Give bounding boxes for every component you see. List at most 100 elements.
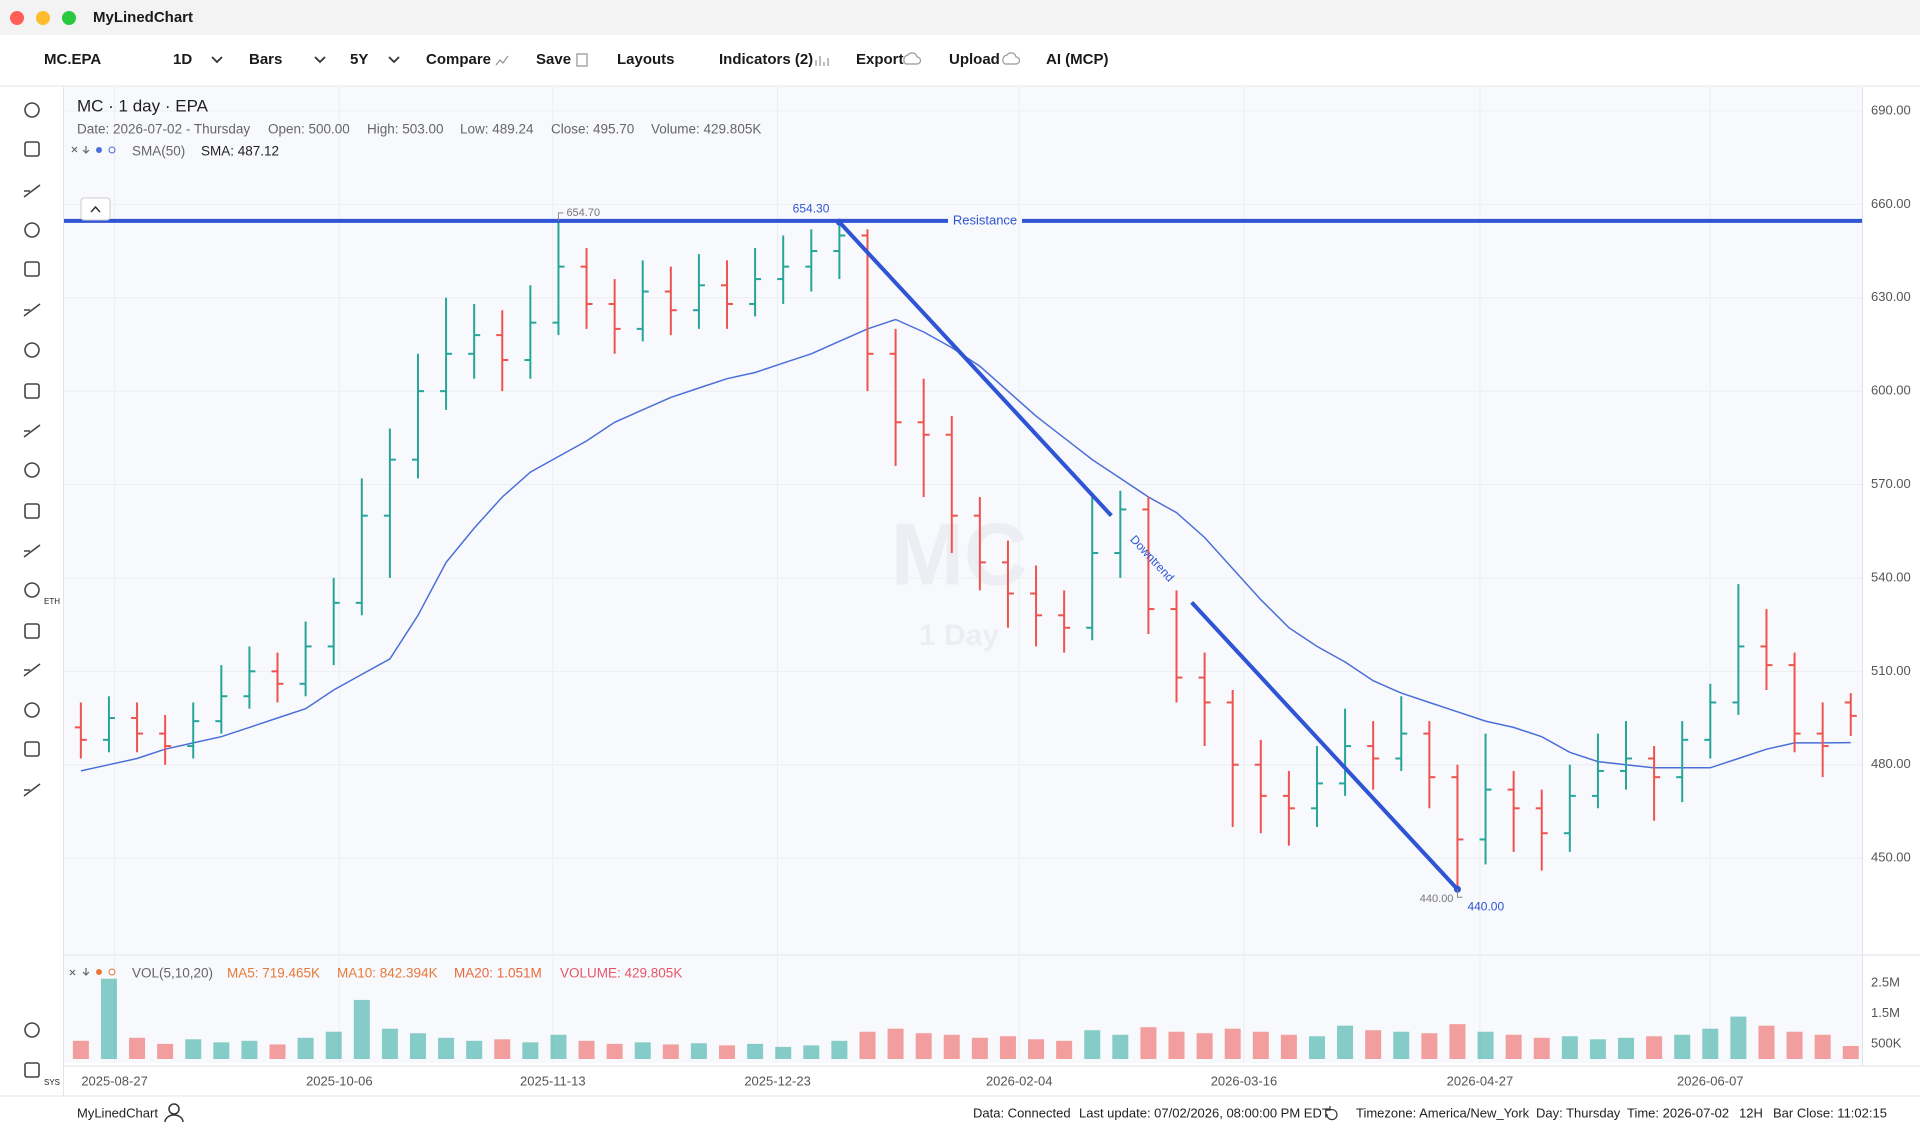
volume-bar [325,1031,342,1059]
tool-glyph [24,383,40,399]
legend-close-icon[interactable] [69,969,76,976]
tool-icon[interactable] [23,303,41,317]
volume-bar [971,1037,988,1059]
tool-icon[interactable] [24,702,40,718]
volume-bar [241,1040,258,1059]
user-icon-body [164,1114,184,1123]
legend-down-icon[interactable] [82,968,90,976]
tool-icon[interactable] [24,462,40,478]
volume-bar [1842,1045,1859,1059]
sidebar [0,87,63,1096]
ai-button[interactable]: AI (MCP) [1046,51,1109,68]
ohlc-legend-item: Low: 489.24 [460,122,534,137]
save-button[interactable]: Save [536,51,571,68]
tool-glyph [24,741,40,757]
compare-button[interactable]: Compare [426,51,491,68]
tool-icon[interactable] [24,582,40,598]
downtrend-end-label: 440.00 [1467,899,1504,913]
tool-glyph [24,462,40,478]
y-tick-label: 510.00 [1871,663,1911,678]
low-marker [1456,889,1463,898]
status-items: Data: Connected Last update: 07/02/2026, … [973,1105,1887,1120]
minimize-button[interactable] [36,11,50,25]
tool-icon[interactable] [24,342,40,358]
tool-icon[interactable] [24,623,40,639]
legend-dot [96,969,102,975]
style-dropdown[interactable] [314,56,326,64]
volume-bar [915,1033,932,1059]
tool-icon[interactable] [24,1022,40,1038]
volume-legend-item: MA5: 719.465K [227,966,320,981]
volume-legend-item: VOLUME: 429.805K [560,966,682,981]
tool-icon[interactable] [23,783,41,797]
volume-bar [662,1044,679,1059]
volume-bar [1393,1031,1410,1059]
indicator-name: SMA(50) [132,144,185,159]
volume-bar [1056,1040,1073,1059]
status-item: Timezone: America/New_York [1356,1105,1530,1120]
title-bar [0,0,1920,35]
x-tick-label: 2025-10-06 [306,1073,373,1088]
legend-down-icon[interactable] [82,146,90,154]
collapse-button[interactable] [80,197,111,221]
save-icon [576,53,588,67]
ohlc-legend-item: Volume: 429.805K [651,122,761,137]
volume-bar [1028,1039,1045,1059]
zoom-button[interactable] [62,11,76,25]
high-marker [557,212,564,221]
volume-bar [1168,1031,1185,1059]
ohlc-legend-item: High: 503.00 [367,122,444,137]
volume-bar [1337,1025,1354,1059]
tool-icon[interactable] [23,424,41,438]
volume-bar [1252,1031,1269,1059]
tool-glyph [24,1022,40,1038]
symbol[interactable]: MC.EPA [44,51,101,68]
status-bar [0,1096,1920,1132]
volume-bar [887,1028,904,1059]
ohlc-legend-item: Close: 495.70 [551,122,634,137]
tool-icon[interactable] [24,383,40,399]
tool-icon[interactable] [24,261,40,277]
legend-settings-icon[interactable] [108,146,116,154]
x-tick-label: 2026-06-07 [1677,1073,1744,1088]
volume-bar [1140,1027,1157,1059]
volume-legend-item: MA20: 1.051M [454,966,542,981]
tool-icon[interactable] [23,544,41,558]
tool-icon[interactable] [23,184,41,198]
tool-glyph [24,1062,40,1078]
indicators-button[interactable]: Indicators (2) [719,51,813,68]
range-dropdown[interactable] [388,56,400,64]
refresh-icon[interactable] [1326,1106,1338,1121]
volume-legend-item: MA10: 842.394K [337,966,438,981]
layouts-button[interactable]: Layouts [617,51,675,68]
tool-icon[interactable] [24,503,40,519]
tool-icon[interactable] [24,741,40,757]
volume-bar [719,1045,736,1059]
volume-bar [157,1043,174,1059]
tool-icon[interactable] [24,141,40,157]
volume-bar [381,1028,398,1059]
close-button[interactable] [10,11,24,25]
tool-icon[interactable] [23,663,41,677]
export-button[interactable]: Export [856,51,904,68]
volume-bar [72,1040,89,1059]
upload-button[interactable]: Upload [949,51,1000,68]
interval[interactable]: 1D [173,51,192,68]
y-tick-label: 600.00 [1871,383,1911,398]
tool-icon[interactable] [24,1062,40,1078]
legend-close-icon[interactable] [71,146,78,153]
chart-style[interactable]: Bars [249,51,282,68]
tool-glyph [24,503,40,519]
legend-settings-icon[interactable] [108,968,116,976]
volume-bar [1308,1036,1325,1059]
tool-glyph [24,141,40,157]
range[interactable]: 5Y [350,51,368,68]
tool-icon[interactable] [24,102,40,118]
tool-icon[interactable] [24,222,40,238]
tool-group [23,102,41,1078]
interval-dropdown[interactable] [211,56,223,64]
volume-bar [1196,1033,1213,1059]
user-icon[interactable] [168,1103,180,1115]
volume-bar [438,1037,455,1059]
